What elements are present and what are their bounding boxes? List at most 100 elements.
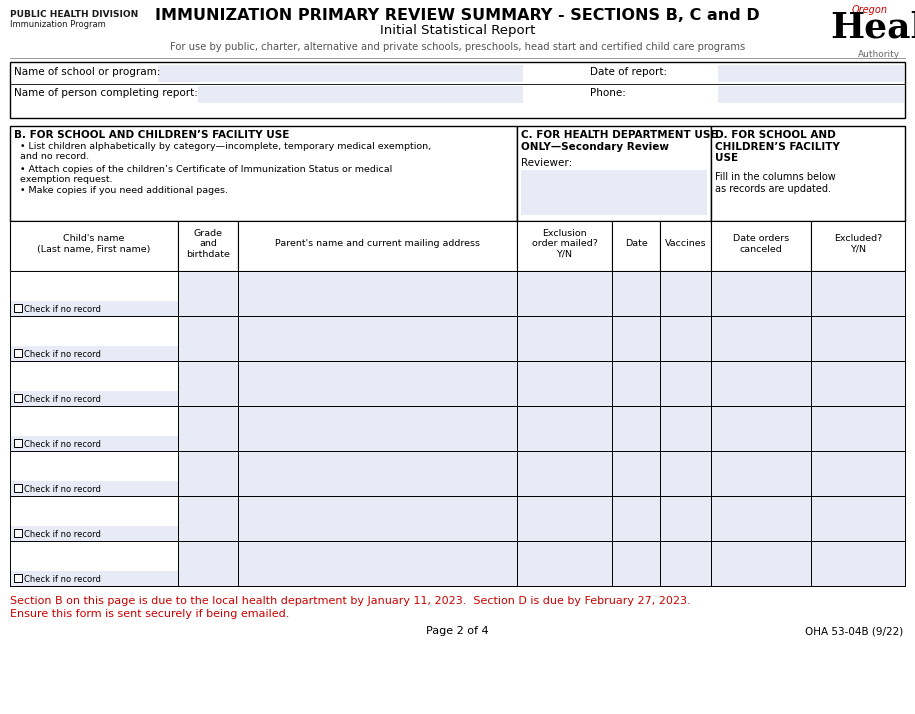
Bar	[711, 496, 811, 541]
Bar	[10, 526, 178, 541]
Bar	[711, 451, 811, 496]
Text: Name of school or program:: Name of school or program:	[14, 67, 160, 77]
Text: Exclusion
order mailed?
Y/N: Exclusion order mailed? Y/N	[532, 229, 597, 259]
Bar	[711, 316, 811, 361]
Bar	[811, 316, 905, 361]
Text: Check if no record: Check if no record	[24, 485, 101, 494]
Text: D. FOR SCHOOL AND
CHILDREN’S FACILITY
USE: D. FOR SCHOOL AND CHILDREN’S FACILITY US…	[715, 130, 840, 164]
Text: Grade
and
birthdate: Grade and birthdate	[186, 229, 230, 259]
Bar	[10, 62, 905, 118]
Text: IMMUNIZATION PRIMARY REVIEW SUMMARY - SECTIONS B, C and D: IMMUNIZATION PRIMARY REVIEW SUMMARY - SE…	[156, 8, 759, 23]
Bar	[10, 271, 178, 301]
Bar	[517, 406, 612, 451]
Bar	[711, 541, 811, 586]
Bar	[238, 496, 517, 541]
Bar	[10, 541, 178, 586]
Bar	[14, 529, 22, 537]
Text: • Make copies if you need additional pages.: • Make copies if you need additional pag…	[20, 186, 228, 195]
Bar	[517, 496, 612, 541]
Bar	[517, 541, 612, 586]
Bar	[178, 361, 238, 406]
Bar	[10, 361, 178, 406]
Bar	[10, 361, 178, 406]
Bar	[660, 316, 711, 361]
Bar	[178, 221, 238, 271]
Text: Immunization Program: Immunization Program	[10, 20, 106, 29]
Bar	[660, 451, 711, 496]
Bar	[660, 221, 711, 271]
Bar	[517, 451, 612, 496]
Bar	[10, 496, 178, 526]
Text: • List children alphabetically by category—incomplete, temporary medical exempti: • List children alphabetically by catego…	[20, 142, 431, 161]
Bar	[10, 571, 178, 586]
Bar	[612, 361, 660, 406]
Bar	[660, 271, 711, 316]
Bar	[517, 221, 612, 271]
Bar	[10, 541, 178, 586]
Bar	[238, 271, 517, 316]
Text: Check if no record: Check if no record	[24, 395, 101, 404]
Text: Check if no record: Check if no record	[24, 530, 101, 539]
Text: Vaccines: Vaccines	[664, 239, 706, 248]
Text: OHA 53-04B (9/22): OHA 53-04B (9/22)	[805, 626, 903, 636]
Bar	[14, 439, 22, 447]
Bar	[660, 406, 711, 451]
Bar	[14, 574, 22, 582]
Bar	[711, 271, 811, 316]
Bar	[811, 451, 905, 496]
Bar	[178, 541, 238, 586]
Bar	[811, 361, 905, 406]
Bar	[10, 301, 178, 316]
Bar	[10, 406, 178, 451]
Bar	[718, 86, 904, 103]
Text: Authority: Authority	[858, 50, 900, 59]
Bar	[660, 541, 711, 586]
Bar	[718, 65, 904, 82]
Bar	[660, 496, 711, 541]
Bar	[10, 361, 178, 391]
Bar	[178, 406, 238, 451]
Bar	[612, 316, 660, 361]
Bar	[521, 170, 707, 215]
Bar	[10, 271, 178, 316]
Text: Initial Statistical Report: Initial Statistical Report	[380, 24, 535, 37]
Bar	[517, 316, 612, 361]
Bar	[517, 271, 612, 316]
Bar	[811, 406, 905, 451]
Bar	[178, 271, 238, 316]
Text: Check if no record: Check if no record	[24, 350, 101, 359]
Bar	[612, 541, 660, 586]
Bar	[238, 221, 517, 271]
Bar	[238, 316, 517, 361]
Bar	[10, 406, 178, 451]
Bar	[238, 361, 517, 406]
Text: Parent's name and current mailing address: Parent's name and current mailing addres…	[275, 239, 480, 248]
Bar	[10, 436, 178, 451]
Bar	[10, 271, 178, 316]
Text: Page 2 of 4: Page 2 of 4	[426, 626, 489, 636]
Bar	[10, 451, 178, 496]
Bar	[14, 484, 22, 492]
Bar	[10, 126, 517, 221]
Text: Phone:: Phone:	[590, 88, 626, 98]
Bar	[10, 316, 178, 361]
Bar	[178, 496, 238, 541]
Bar	[811, 541, 905, 586]
Bar	[711, 361, 811, 406]
Bar	[158, 65, 523, 82]
Text: Check if no record: Check if no record	[24, 440, 101, 449]
Bar	[178, 316, 238, 361]
Bar	[10, 346, 178, 361]
Bar	[612, 406, 660, 451]
Bar	[517, 361, 612, 406]
Bar	[711, 126, 905, 221]
Text: Check if no record: Check if no record	[24, 575, 101, 584]
Bar	[238, 541, 517, 586]
Bar	[178, 451, 238, 496]
Bar	[612, 451, 660, 496]
Bar	[14, 304, 22, 312]
Bar	[10, 496, 178, 541]
Text: Reviewer:: Reviewer:	[521, 158, 572, 168]
Bar	[811, 221, 905, 271]
Text: Excluded?
Y/N: Excluded? Y/N	[834, 234, 882, 253]
